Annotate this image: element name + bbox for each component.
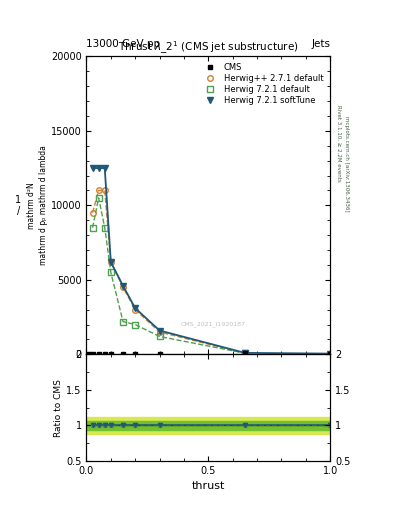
- Y-axis label: mathrm d²N
mathrm d pₚ mathrm d lambda: mathrm d²N mathrm d pₚ mathrm d lambda: [27, 145, 48, 265]
- Bar: [86, 417, 330, 434]
- Herwig 7.2.1 softTune: [90, 165, 95, 171]
- CMS: [133, 351, 138, 357]
- CMS: [108, 351, 113, 357]
- Line: Herwig++ 2.7.1 default: Herwig++ 2.7.1 default: [90, 188, 248, 356]
- CMS: [157, 351, 162, 357]
- Herwig 7.2.1 default: [102, 225, 107, 231]
- Herwig 7.2.1 softTune: [328, 351, 332, 357]
- Herwig++ 2.7.1 default: [90, 210, 95, 216]
- Line: Herwig 7.2.1 default: Herwig 7.2.1 default: [90, 195, 248, 356]
- CMS: [86, 351, 91, 357]
- X-axis label: thrust: thrust: [192, 481, 225, 491]
- Y-axis label: Ratio to CMS: Ratio to CMS: [55, 379, 63, 437]
- CMS: [90, 351, 95, 357]
- Herwig++ 2.7.1 default: [96, 187, 101, 194]
- Herwig 7.2.1 softTune: [242, 350, 247, 356]
- CMS: [96, 351, 101, 357]
- Herwig++ 2.7.1 default: [157, 329, 162, 335]
- Text: Rivet 3.1.10, ≥ 2.2M events: Rivet 3.1.10, ≥ 2.2M events: [336, 105, 341, 182]
- Herwig 7.2.1 softTune: [157, 328, 162, 334]
- Text: 13000 GeV pp: 13000 GeV pp: [86, 38, 161, 49]
- Herwig++ 2.7.1 default: [108, 259, 113, 265]
- Herwig++ 2.7.1 default: [121, 284, 125, 290]
- Herwig 7.2.1 default: [157, 333, 162, 339]
- Herwig++ 2.7.1 default: [102, 187, 107, 194]
- Herwig 7.2.1 softTune: [133, 305, 138, 311]
- Herwig 7.2.1 softTune: [108, 259, 113, 265]
- Title: Thrust $\lambda\_2^1$ (CMS jet substructure): Thrust $\lambda\_2^1$ (CMS jet substruct…: [118, 40, 299, 56]
- Herwig 7.2.1 default: [121, 318, 125, 325]
- Herwig 7.2.1 default: [242, 350, 247, 356]
- CMS: [242, 350, 247, 356]
- CMS: [328, 351, 332, 357]
- Legend: CMS, Herwig++ 2.7.1 default, Herwig 7.2.1 default, Herwig 7.2.1 softTune: CMS, Herwig++ 2.7.1 default, Herwig 7.2.…: [197, 60, 326, 108]
- Text: mcplots.cern.ch [arXiv:1306.3436]: mcplots.cern.ch [arXiv:1306.3436]: [344, 116, 349, 211]
- Herwig++ 2.7.1 default: [133, 307, 138, 313]
- Herwig 7.2.1 default: [108, 269, 113, 275]
- Bar: [86, 421, 330, 430]
- Text: CMS_2021_I1920187: CMS_2021_I1920187: [181, 322, 246, 327]
- Text: Jets: Jets: [311, 38, 330, 49]
- CMS: [102, 351, 107, 357]
- Text: 1
/: 1 /: [15, 195, 21, 216]
- Line: Herwig 7.2.1 softTune: Herwig 7.2.1 softTune: [90, 165, 333, 357]
- Herwig 7.2.1 softTune: [96, 165, 101, 171]
- CMS: [121, 351, 125, 357]
- Line: CMS: CMS: [86, 350, 332, 357]
- Herwig 7.2.1 default: [96, 195, 101, 201]
- Herwig 7.2.1 default: [133, 322, 138, 328]
- Herwig 7.2.1 softTune: [102, 165, 107, 171]
- Herwig 7.2.1 softTune: [121, 283, 125, 289]
- Herwig 7.2.1 default: [90, 225, 95, 231]
- Herwig++ 2.7.1 default: [242, 350, 247, 356]
